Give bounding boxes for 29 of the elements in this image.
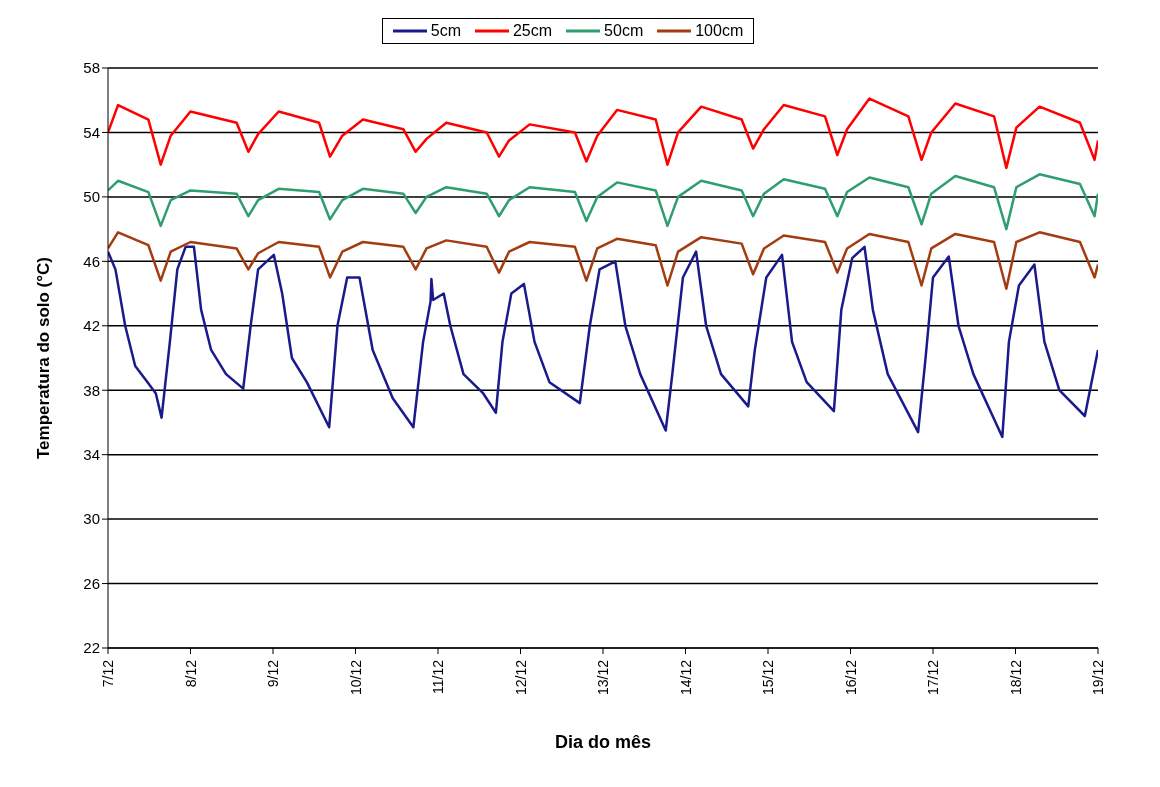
legend-label: 100cm [694, 22, 744, 40]
y-tick-label: 58 [83, 59, 100, 77]
x-tick-label: 9/12 [265, 659, 281, 688]
x-tick-label: 16/12 [842, 659, 859, 696]
x-tick-label: 10/12 [347, 659, 364, 696]
x-tick-label: 14/12 [677, 659, 694, 696]
legend-label: 25cm [511, 22, 553, 40]
y-tick-label: 26 [83, 574, 100, 592]
y-axis-title: Temperatura do solo (°C) [34, 257, 54, 459]
y-tick-label: 42 [83, 317, 100, 335]
y-tick-label: 34 [83, 445, 100, 463]
y-tick-label: 38 [83, 381, 100, 399]
x-tick-label: 7/12 [100, 659, 116, 688]
legend-label: 50cm [603, 22, 644, 40]
x-tick-label: 12/12 [512, 659, 529, 696]
x-tick-label: 19/12 [1090, 659, 1106, 696]
y-tick-label: 22 [83, 639, 100, 657]
y-tick-label: 46 [83, 252, 100, 270]
y-tick-label: 50 [83, 188, 100, 206]
y-tick-label: 54 [83, 123, 100, 141]
x-tick-label: 11/12 [430, 659, 446, 694]
legend-label: 5cm [429, 22, 461, 40]
x-tick-label: 8/12 [182, 659, 199, 688]
x-axis-title: Dia do mês [554, 732, 652, 752]
x-tick-label: 15/12 [760, 659, 776, 696]
y-tick-label: 30 [83, 510, 100, 528]
x-tick-label: 18/12 [1007, 659, 1024, 696]
x-tick-label: 13/12 [595, 659, 611, 696]
x-tick-label: 17/12 [925, 659, 941, 696]
